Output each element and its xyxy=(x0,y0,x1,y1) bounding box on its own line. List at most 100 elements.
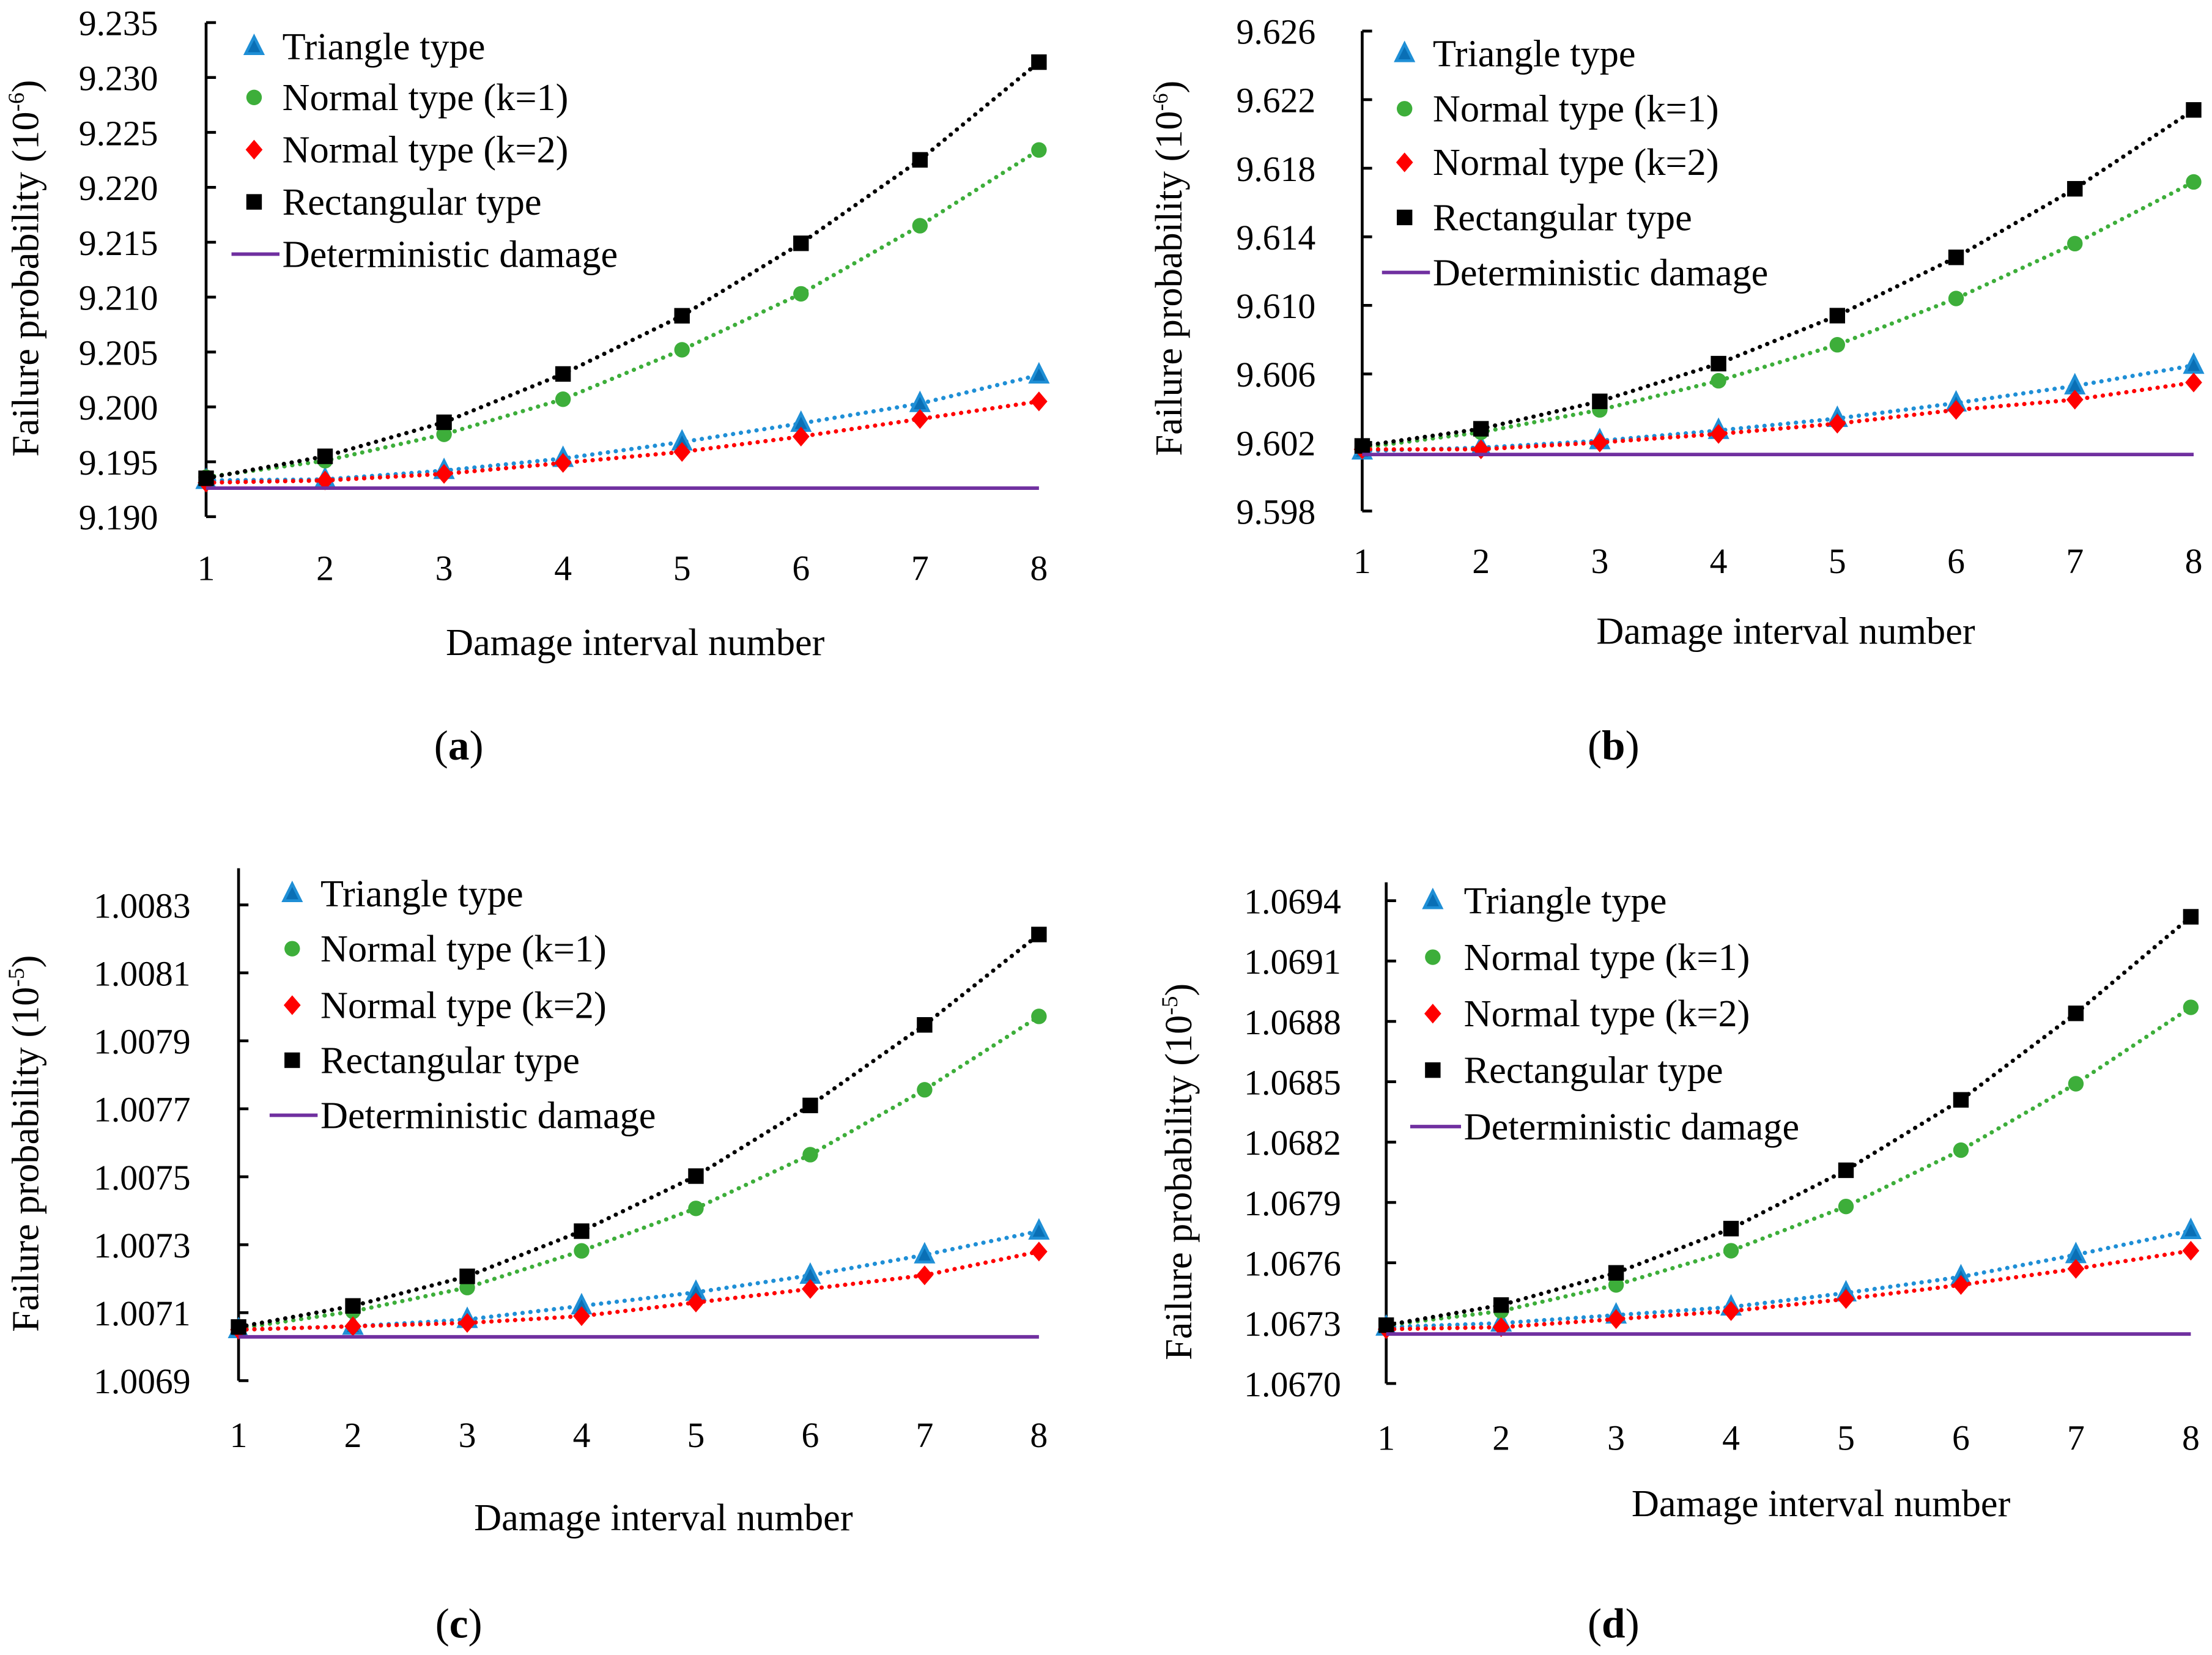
caption-close: ) xyxy=(468,1600,483,1647)
legend-marker-triangle-icon xyxy=(1422,887,1444,909)
y-axis-label: Failure probability (10-5) xyxy=(1158,983,1200,1360)
x-tick-label: 7 xyxy=(2067,1420,2085,1458)
caption-open: ( xyxy=(434,722,448,769)
y-axis-label-exponent: -6 xyxy=(1149,93,1172,111)
trend-line xyxy=(236,1249,1041,1332)
legend-label: Normal type (k=2) xyxy=(1433,141,1719,183)
data-point xyxy=(574,1223,590,1239)
data-point xyxy=(674,342,690,358)
x-axis-label: Damage interval number xyxy=(1596,610,1975,653)
legend: Triangle type Normal type (k=1) Normal typ… xyxy=(269,873,656,1136)
data-point xyxy=(1953,1142,1969,1158)
data-point xyxy=(688,1168,704,1184)
data-point xyxy=(673,442,691,462)
y-tick-label: 1.0676 xyxy=(1244,1245,1341,1284)
legend-marker-circle-icon xyxy=(1425,949,1441,965)
y-tick-label: 1.0685 xyxy=(1244,1064,1341,1102)
x-tick-label: 5 xyxy=(1837,1420,1855,1458)
legend-label: Deterministic damage xyxy=(320,1094,656,1136)
trend-line xyxy=(1384,1228,2193,1330)
legend-label: Triangle type xyxy=(283,26,486,68)
x-axis-label: Damage interval number xyxy=(1632,1483,2011,1525)
x-tick-label: 8 xyxy=(1030,1416,1048,1455)
x-tick-label: 6 xyxy=(802,1416,819,1455)
y-tick-label: 1.0069 xyxy=(94,1363,191,1401)
x-tick-label: 1 xyxy=(230,1416,248,1455)
legend-label: Rectangular type xyxy=(283,181,542,223)
data-point xyxy=(793,286,809,302)
data-point xyxy=(2068,1076,2084,1092)
legend-label: Normal type (k=1) xyxy=(1464,936,1750,979)
trend-line xyxy=(204,147,1041,479)
legend-marker-diamond-icon xyxy=(1396,152,1413,172)
y-tick-label: 1.0075 xyxy=(94,1159,191,1198)
data-point xyxy=(2186,174,2202,190)
y-tick-label: 9.622 xyxy=(1236,82,1315,120)
data-point xyxy=(436,414,452,431)
panel-caption: (b) xyxy=(1588,722,1640,769)
y-tick-label: 9.602 xyxy=(1236,424,1315,463)
legend-label: Rectangular type xyxy=(1464,1049,1723,1091)
legend-marker-square-icon xyxy=(1425,1062,1441,1078)
y-tick-label: 1.0079 xyxy=(94,1023,191,1062)
trend-line xyxy=(1384,914,2193,1328)
caption-open: ( xyxy=(1588,1600,1602,1647)
y-axis-label-suffix: ) xyxy=(4,80,46,93)
y-axis-label: Failure probability (10-5) xyxy=(4,955,46,1332)
y-tick-label: 9.598 xyxy=(1236,493,1315,531)
x-tick-label: 7 xyxy=(911,550,929,588)
y-tick-label: 9.235 xyxy=(79,5,158,43)
legend-label: Normal type (k=2) xyxy=(320,984,607,1026)
x-tick-label: 5 xyxy=(1829,542,1846,581)
y-axis-label: Failure probability (10-6) xyxy=(4,80,46,457)
data-point xyxy=(2182,1240,2200,1261)
legend-marker-diamond-icon xyxy=(245,139,263,160)
x-tick-label: 5 xyxy=(687,1416,705,1455)
data-point xyxy=(2185,372,2202,393)
legend-label: Normal type (k=2) xyxy=(283,128,569,171)
trend-line xyxy=(236,932,1041,1330)
data-point xyxy=(917,1082,933,1098)
y-tick-label: 1.0073 xyxy=(94,1227,191,1265)
legend-marker-square-icon xyxy=(246,194,262,210)
data-point xyxy=(912,218,928,234)
y-tick-label: 1.0081 xyxy=(94,955,191,994)
legend-label: Triangle type xyxy=(1433,33,1636,75)
legend-marker-square-icon xyxy=(284,1052,300,1068)
data-point xyxy=(2067,180,2083,197)
trend-line xyxy=(1384,1248,2193,1331)
caption-open: ( xyxy=(1588,722,1602,769)
y-tick-label: 9.614 xyxy=(1236,219,1315,257)
data-point xyxy=(911,409,929,429)
data-point xyxy=(435,464,453,484)
x-tick-label: 1 xyxy=(1353,542,1371,581)
y-axis-label: Failure probability (10-6) xyxy=(1148,81,1190,456)
data-point xyxy=(2067,1259,2085,1279)
y-tick-label: 9.195 xyxy=(79,444,158,483)
legend-marker-triangle-icon xyxy=(243,33,265,56)
x-tick-label: 2 xyxy=(316,550,334,588)
legend-marker-diamond-icon xyxy=(1424,1004,1441,1024)
data-point xyxy=(687,1292,705,1313)
y-tick-label: 1.0691 xyxy=(1244,943,1341,982)
y-axis-label-text: Failure probability (10 xyxy=(1148,111,1190,456)
data-point xyxy=(1838,1162,1854,1179)
legend-marker-circle-icon xyxy=(284,941,300,957)
legend-label: Deterministic damage xyxy=(1433,251,1769,294)
y-tick-label: 1.0071 xyxy=(94,1295,191,1333)
data-point xyxy=(2066,390,2084,410)
series-rect xyxy=(231,927,1047,1335)
data-point xyxy=(1591,432,1608,453)
caption-letter: c xyxy=(449,1600,468,1647)
y-axis-label-text: Failure probability (10 xyxy=(4,111,46,456)
x-tick-label: 4 xyxy=(1722,1420,1740,1458)
data-point xyxy=(1031,54,1047,70)
data-point xyxy=(1031,927,1047,942)
y-axis-label-suffix: ) xyxy=(1148,81,1190,94)
data-point xyxy=(1473,421,1489,437)
data-point xyxy=(1948,250,1964,265)
series-rect xyxy=(1378,909,2199,1333)
data-point xyxy=(1711,372,1726,389)
series-rect xyxy=(198,54,1047,486)
y-tick-label: 1.0083 xyxy=(94,887,191,925)
